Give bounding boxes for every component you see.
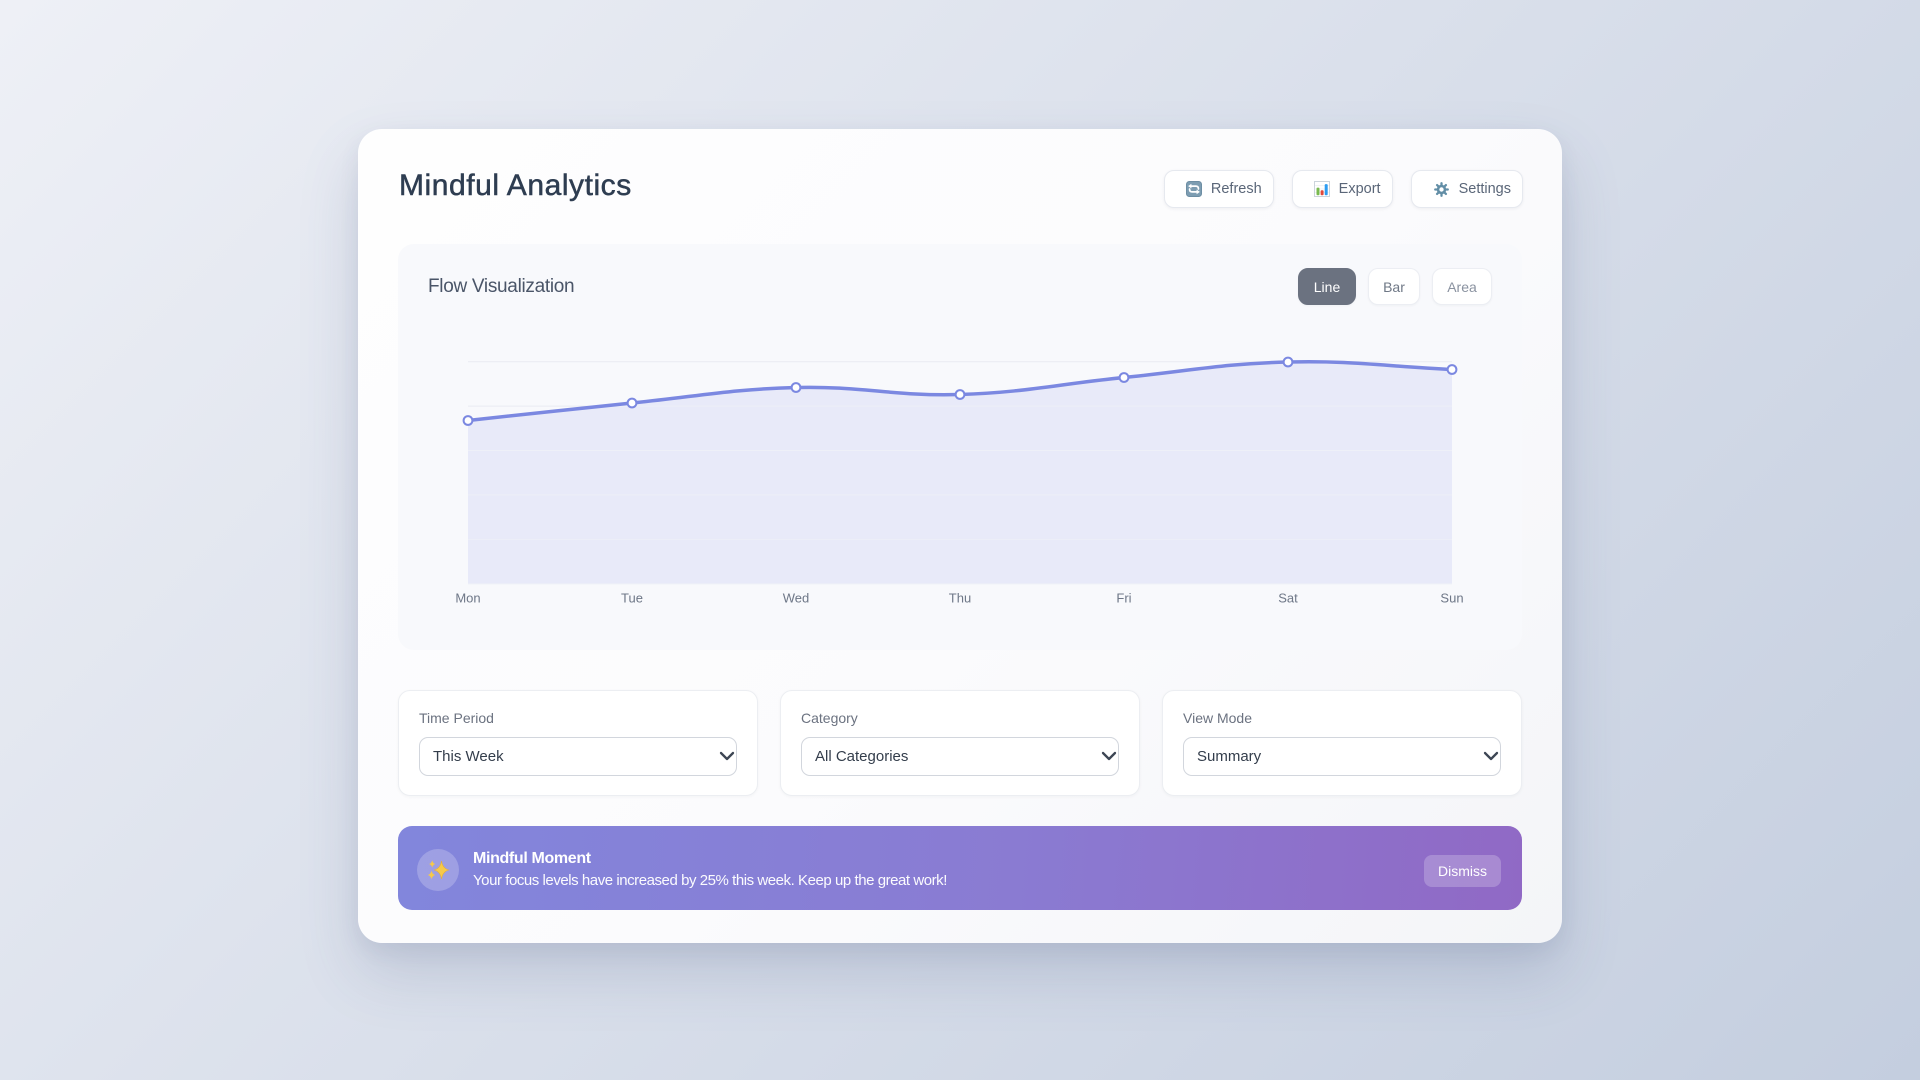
svg-text:Fri: Fri (1116, 591, 1131, 606)
svg-text:Sun: Sun (1440, 591, 1463, 606)
svg-text:Mon: Mon (455, 591, 480, 606)
svg-text:Thu: Thu (949, 591, 971, 606)
svg-text:Tue: Tue (621, 591, 643, 606)
svg-text:Wed: Wed (783, 591, 810, 606)
svg-text:Sat: Sat (1278, 591, 1298, 606)
